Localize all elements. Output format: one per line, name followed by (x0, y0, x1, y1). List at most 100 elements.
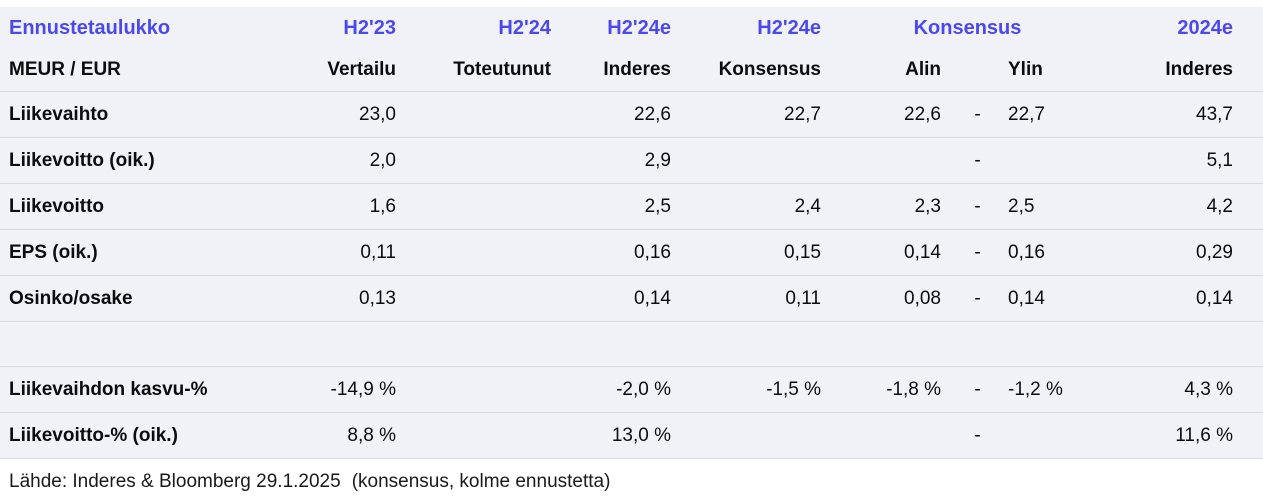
row-label: Liikevoitto (oik.) (0, 137, 300, 184)
col-header-konsensus: Konsensus (685, 49, 835, 92)
period-header-konsensus-range: Konsensus (913, 16, 1022, 39)
cell-konsensus: 0,11 (685, 275, 835, 322)
cell-vertailu: 0,13 (300, 275, 410, 322)
forecast-table: Ennustetaulukko H2'23 H2'24 H2'24e H2'24… (0, 7, 1263, 459)
source-note-detail: (konsensus, kolme ennustetta) (351, 470, 611, 492)
row-label: Osinko/osake (0, 275, 300, 322)
top-margin (0, 0, 1263, 7)
cell-inderes: 0,16 (565, 229, 685, 276)
table-title: Ennustetaulukko (9, 16, 171, 39)
table-row-liikevaihto: Liikevaihto 23,0 22,6 22,7 22,6 - 22,7 4… (0, 91, 1263, 138)
cell-empty (685, 321, 835, 367)
cell-ylin: 0,16 (1000, 229, 1100, 276)
cell-range-dash: - (955, 412, 1000, 459)
cell-empty (410, 321, 565, 367)
cell-empty (1000, 321, 1100, 367)
col-header-inderes: Inderes (565, 49, 685, 92)
period-header-h2-23: H2'23 (343, 16, 396, 39)
cell-konsensus: 2,4 (685, 183, 835, 230)
cell-inderes-2024: 4,3 % (1100, 366, 1263, 413)
cell-inderes-2024: 43,7 (1100, 91, 1263, 138)
cell-inderes-2024: 11,6 % (1100, 412, 1263, 459)
row-label: Liikevaihdon kasvu-% (0, 366, 300, 413)
period-header-h2-24e-inderes: H2'24e (607, 16, 671, 39)
cell-range-dash: - (955, 275, 1000, 322)
unit-label: MEUR / EUR (0, 49, 300, 92)
row-label: EPS (oik.) (0, 229, 300, 276)
table-row-osinko-osake: Osinko/osake 0,13 0,14 0,11 0,08 - 0,14 … (0, 275, 1263, 322)
cell-ylin (1000, 412, 1100, 459)
row-label: Liikevoitto (0, 183, 300, 230)
cell-inderes-2024: 4,2 (1100, 183, 1263, 230)
cell-empty (955, 321, 1000, 367)
period-header-2024e: 2024e (1177, 16, 1233, 39)
table-row-liikevoitto: Liikevoitto 1,6 2,5 2,4 2,3 - 2,5 4,2 (0, 183, 1263, 230)
cell-vertailu: -14,9 % (300, 366, 410, 413)
table-row-spacer (0, 321, 1263, 367)
cell-inderes-2024: 0,14 (1100, 275, 1263, 322)
period-header-h2-24: H2'24 (498, 16, 551, 39)
period-header-row: Ennustetaulukko H2'23 H2'24 H2'24e H2'24… (0, 7, 1263, 49)
table-row-liikevoitto-oik: Liikevoitto (oik.) 2,0 2,9 - 5,1 (0, 137, 1263, 184)
cell-konsensus: 22,7 (685, 91, 835, 138)
cell-alin (835, 412, 955, 459)
col-header-toteutunut: Toteutunut (410, 49, 565, 92)
col-header-inderes-2024: Inderes (1100, 49, 1263, 92)
table-row-liikevoitto-pct-oik: Liikevoitto-% (oik.) 8,8 % 13,0 % - 11,6… (0, 412, 1263, 459)
row-label: Liikevaihto (0, 91, 300, 138)
cell-vertailu: 1,6 (300, 183, 410, 230)
col-header-alin: Alin (835, 49, 955, 92)
cell-alin: 22,6 (835, 91, 955, 138)
cell-ylin: 2,5 (1000, 183, 1100, 230)
cell-inderes: -2,0 % (565, 366, 685, 413)
cell-range-dash: - (955, 91, 1000, 138)
source-text: Lähde: Inderes & Bloomberg 29.1.2025 (9, 470, 341, 492)
cell-inderes: 0,14 (565, 275, 685, 322)
sub-header-row: MEUR / EUR Vertailu Toteutunut Inderes K… (0, 49, 1263, 92)
cell-range-dash: - (955, 366, 1000, 413)
cell-toteutunut (410, 366, 565, 413)
row-label: Liikevoitto-% (oik.) (0, 412, 300, 459)
table-row-liikevaihdon-kasvu: Liikevaihdon kasvu-% -14,9 % -2,0 % -1,5… (0, 366, 1263, 413)
cell-empty (835, 321, 955, 367)
cell-empty (565, 321, 685, 367)
cell-toteutunut (410, 183, 565, 230)
cell-alin: 0,14 (835, 229, 955, 276)
col-header-vertailu: Vertailu (300, 49, 410, 92)
col-header-dash-spacer (955, 49, 1000, 92)
cell-vertailu: 0,11 (300, 229, 410, 276)
cell-inderes-2024: 0,29 (1100, 229, 1263, 276)
cell-konsensus (685, 412, 835, 459)
cell-alin: -1,8 % (835, 366, 955, 413)
cell-alin (835, 137, 955, 184)
table-row-eps-oik: EPS (oik.) 0,11 0,16 0,15 0,14 - 0,16 0,… (0, 229, 1263, 276)
cell-range-dash: - (955, 137, 1000, 184)
cell-inderes: 2,5 (565, 183, 685, 230)
cell-vertailu: 8,8 % (300, 412, 410, 459)
cell-ylin: 22,7 (1000, 91, 1100, 138)
cell-konsensus: -1,5 % (685, 366, 835, 413)
cell-toteutunut (410, 91, 565, 138)
cell-alin: 0,08 (835, 275, 955, 322)
cell-toteutunut (410, 412, 565, 459)
cell-vertailu: 2,0 (300, 137, 410, 184)
cell-konsensus (685, 137, 835, 184)
cell-inderes: 2,9 (565, 137, 685, 184)
cell-alin: 2,3 (835, 183, 955, 230)
cell-empty (1100, 321, 1263, 367)
period-header-h2-24e-konsensus: H2'24e (757, 16, 821, 39)
cell-range-dash: - (955, 229, 1000, 276)
cell-toteutunut (410, 137, 565, 184)
cell-konsensus: 0,15 (685, 229, 835, 276)
row-label (0, 321, 300, 367)
cell-toteutunut (410, 275, 565, 322)
source-note: Lähde: Inderes & Bloomberg 29.1.2025 (ko… (0, 459, 1263, 496)
cell-inderes-2024: 5,1 (1100, 137, 1263, 184)
cell-ylin (1000, 137, 1100, 184)
cell-empty (300, 321, 410, 367)
cell-ylin: 0,14 (1000, 275, 1100, 322)
cell-inderes: 22,6 (565, 91, 685, 138)
cell-inderes: 13,0 % (565, 412, 685, 459)
cell-ylin: -1,2 % (1000, 366, 1100, 413)
